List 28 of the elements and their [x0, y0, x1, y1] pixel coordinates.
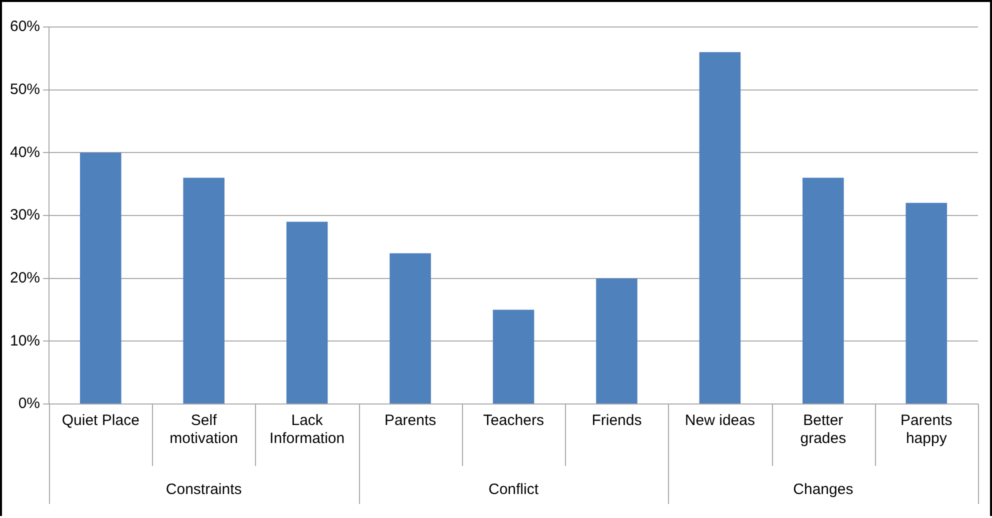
y-tick-label: 40%	[10, 144, 40, 161]
x-tick-label: Quiet Place	[62, 412, 140, 430]
bar	[596, 278, 638, 404]
bar	[286, 222, 328, 404]
x-tick-label: Lack Information	[270, 412, 345, 448]
x-tick-label: Teachers	[483, 412, 544, 430]
y-tick-label: 20%	[10, 269, 40, 286]
x-tick-label: Parents	[384, 412, 436, 430]
x-tick-label: Parents happy	[900, 412, 952, 448]
x-tick-label: New ideas	[684, 412, 755, 430]
bar	[699, 52, 741, 404]
x-tick-label: Self motivation	[170, 412, 238, 448]
bar	[390, 253, 431, 404]
bar	[906, 202, 948, 404]
text: Constraints	[166, 481, 242, 498]
y-tick-label: 30%	[10, 206, 40, 224]
text: Conflict	[488, 481, 540, 498]
bar	[80, 152, 122, 404]
bar	[492, 310, 534, 404]
y-tick-label: 0%	[18, 395, 40, 412]
x-tick-label: Better grades	[800, 412, 846, 448]
y-tick-label: 60%	[10, 18, 40, 36]
bar	[183, 178, 224, 404]
y-tick-label: 50%	[10, 80, 40, 98]
text: Changes	[793, 481, 854, 498]
bar	[802, 178, 844, 404]
y-tick-label: 10%	[10, 332, 40, 350]
x-tick-label: Friends	[592, 412, 642, 430]
